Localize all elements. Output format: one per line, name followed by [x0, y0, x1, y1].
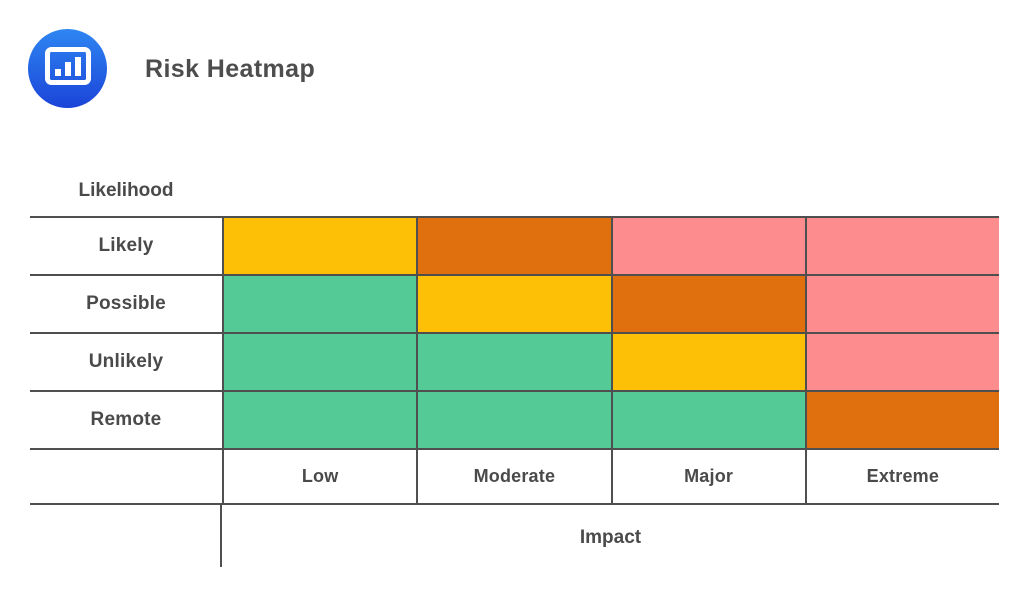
axis-divider-line — [220, 505, 222, 567]
heatmap-cell — [222, 274, 417, 332]
heatmap-cell — [416, 274, 611, 332]
heatmap-cell — [610, 332, 805, 390]
corner-cell — [30, 448, 222, 505]
app-logo — [28, 29, 107, 108]
col-label: Low — [222, 448, 417, 505]
col-label: Extreme — [804, 448, 999, 505]
bar-chart-icon — [44, 47, 91, 90]
heatmap-cell — [804, 274, 999, 332]
heatmap-cell — [222, 332, 417, 390]
heatmap-cell — [222, 216, 417, 274]
heatmap-cell — [222, 390, 417, 448]
heatmap-cell — [610, 274, 805, 332]
row-label: Remote — [30, 390, 222, 448]
page-title: Risk Heatmap — [145, 55, 316, 83]
risk-heatmap-grid: Likely Possible Unlikely Remote Low Moderate M… — [30, 216, 999, 505]
x-axis-label: Impact — [579, 527, 642, 548]
heatmap-cell — [416, 332, 611, 390]
col-label: Major — [610, 448, 805, 505]
heatmap-cell — [804, 216, 999, 274]
y-axis-label: Likelihood — [78, 180, 174, 201]
row-label: Possible — [30, 274, 222, 332]
heatmap-cell — [416, 216, 611, 274]
heatmap-cell — [804, 390, 999, 448]
heatmap-cell — [610, 216, 805, 274]
row-label: Likely — [30, 216, 222, 274]
heatmap-cell — [804, 332, 999, 390]
heatmap-cell — [610, 390, 805, 448]
heatmap-cell — [416, 390, 611, 448]
row-label: Unlikely — [30, 332, 222, 390]
col-label: Moderate — [416, 448, 611, 505]
